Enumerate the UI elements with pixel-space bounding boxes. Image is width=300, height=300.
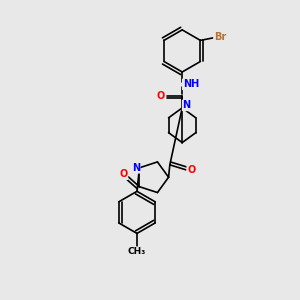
Text: Br: Br — [214, 32, 226, 42]
Text: O: O — [156, 91, 164, 100]
Text: O: O — [187, 165, 196, 175]
Text: N: N — [132, 163, 140, 173]
Text: CH₃: CH₃ — [128, 248, 146, 256]
Text: NH: NH — [183, 80, 199, 89]
Text: N: N — [183, 100, 191, 110]
Text: O: O — [119, 169, 128, 179]
